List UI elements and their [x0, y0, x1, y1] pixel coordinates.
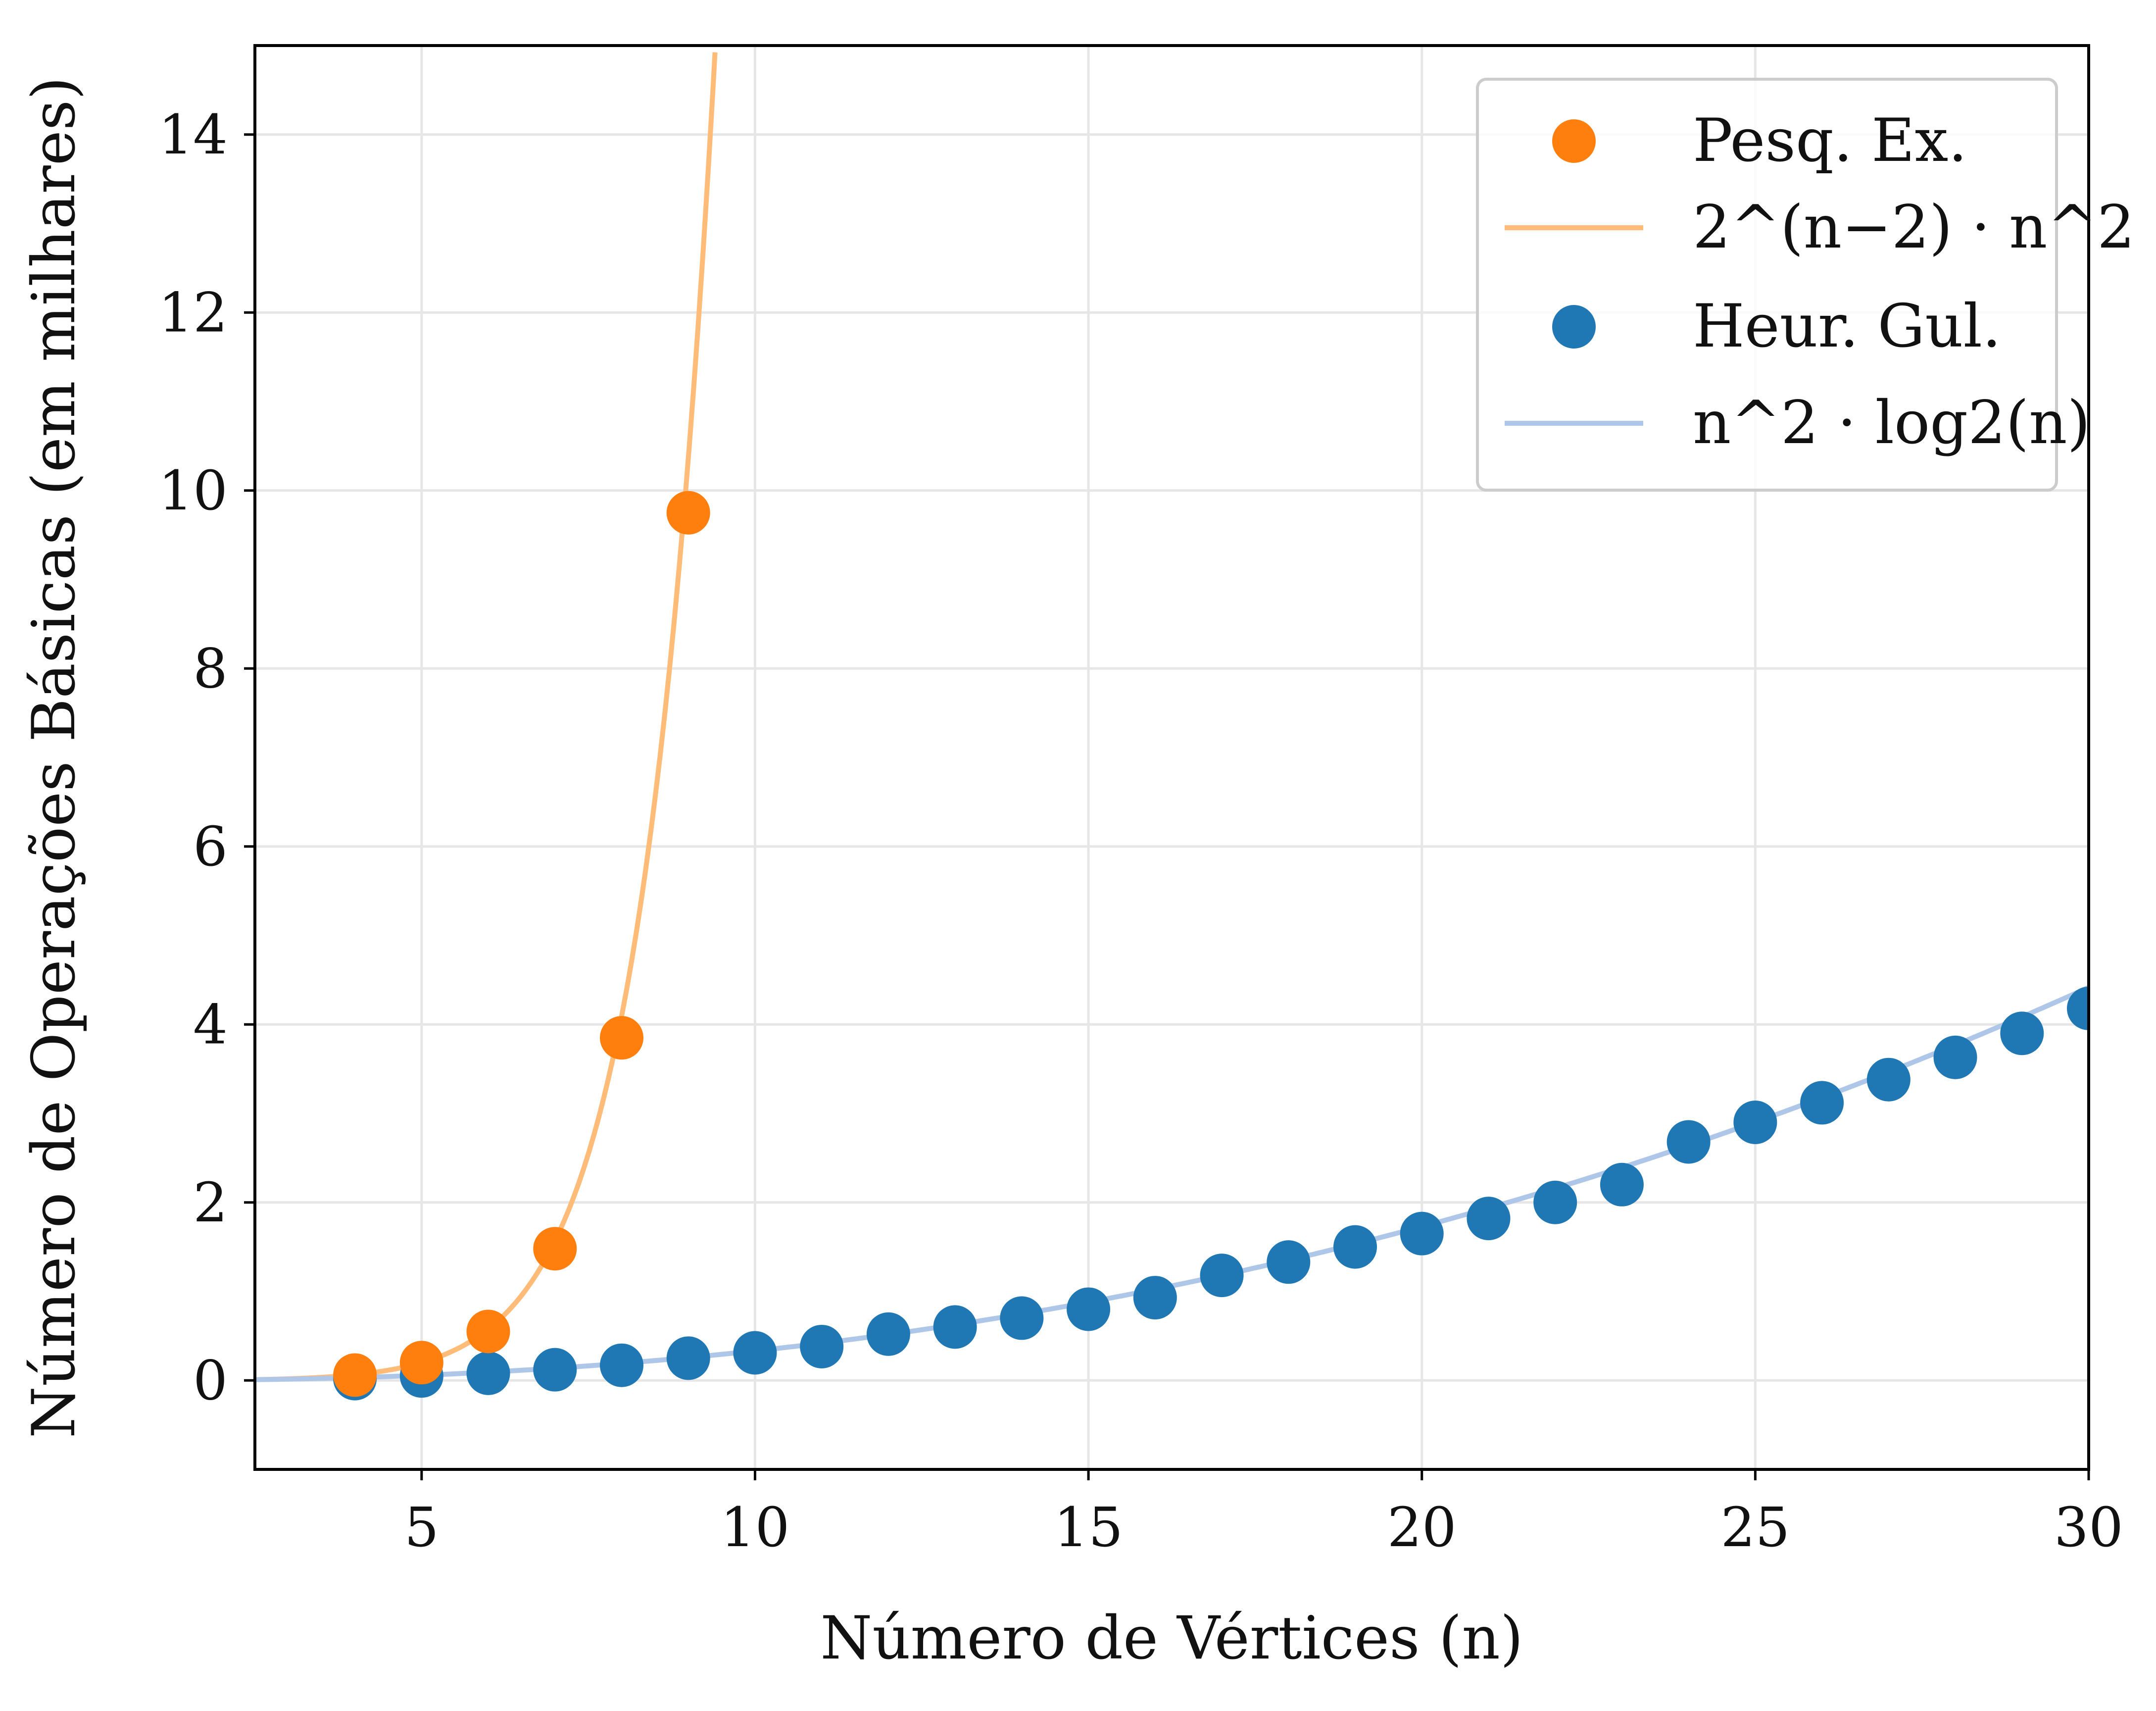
data-point-heur	[1866, 1057, 1911, 1102]
data-point-heur	[800, 1324, 844, 1368]
data-point-heur	[666, 1336, 710, 1380]
data-point-heur	[1733, 1100, 1777, 1144]
data-point-heur	[866, 1312, 910, 1356]
legend-box	[1476, 78, 2058, 492]
x-tick-label: 15	[1054, 1496, 1123, 1559]
legend-label-nlog-curve: n^2 · log2(n)	[1693, 389, 2090, 457]
y-tick-label: 6	[193, 815, 228, 878]
data-point-pesq	[666, 491, 710, 535]
data-point-heur	[1666, 1120, 1711, 1164]
x-tick-label: 5	[404, 1496, 439, 1559]
y-tick-label: 14	[158, 103, 228, 166]
data-point-heur	[533, 1348, 577, 1392]
legend-marker-heur	[1552, 305, 1596, 349]
data-point-heur	[1200, 1254, 1244, 1298]
y-axis-label: Número de Operações Básicas (em milhares…	[20, 77, 89, 1438]
data-point-heur	[1467, 1197, 1511, 1241]
x-axis-label: Número de Vértices (n)	[820, 1604, 1523, 1673]
data-point-heur	[2067, 986, 2089, 1030]
scatter-points	[333, 491, 2089, 1401]
data-point-pesq	[600, 1016, 643, 1060]
legend-label-heur: Heur. Gul.	[1693, 292, 2001, 361]
data-point-heur	[466, 1351, 510, 1395]
y-tick-label: 10	[158, 459, 228, 522]
data-point-heur	[733, 1331, 777, 1375]
data-point-heur	[600, 1343, 643, 1387]
legend-label-pesq: Pesq. Ex.	[1693, 106, 1967, 175]
legend: Pesq. Ex. 2^(n−2) · n^2 Heur. Gul. n^2 ·…	[1476, 78, 2135, 492]
series-line-1	[255, 52, 718, 1382]
data-point-pesq	[533, 1227, 577, 1271]
y-tick-label: 12	[158, 281, 228, 344]
data-point-heur	[1600, 1162, 1644, 1207]
x-tick-label: 30	[2054, 1496, 2123, 1559]
data-point-heur	[1133, 1276, 1177, 1320]
data-point-heur	[1067, 1287, 1111, 1331]
data-point-heur	[1933, 1035, 1977, 1079]
data-point-heur	[2000, 1011, 2044, 1056]
data-point-heur	[1267, 1240, 1311, 1284]
data-point-heur	[1400, 1211, 1444, 1256]
x-tick-label: 10	[720, 1496, 789, 1559]
y-tick-label: 2	[193, 1171, 228, 1234]
x-tick-label: 20	[1387, 1496, 1457, 1559]
data-point-heur	[1533, 1180, 1577, 1224]
series-line-3	[255, 985, 2089, 1382]
legend-label-exp-curve: 2^(n−2) · n^2	[1693, 193, 2135, 262]
legend-marker-pesq	[1552, 119, 1596, 163]
data-point-pesq	[399, 1341, 443, 1385]
data-point-pesq	[466, 1309, 510, 1354]
data-point-pesq	[333, 1353, 377, 1397]
y-tick-label: 0	[193, 1349, 228, 1412]
x-tick-label: 25	[1720, 1496, 1790, 1559]
plot-frame	[253, 44, 2090, 1471]
data-point-heur	[933, 1305, 977, 1349]
y-tick-label: 8	[193, 637, 228, 700]
data-point-heur	[1000, 1296, 1044, 1340]
axis-ticks: 5 10 15 20 25 30 0 2 4 6 8 10 12 14	[158, 103, 2123, 1559]
data-point-heur	[1333, 1225, 1377, 1269]
data-point-heur	[1800, 1081, 1844, 1125]
y-tick-label: 4	[193, 993, 228, 1056]
